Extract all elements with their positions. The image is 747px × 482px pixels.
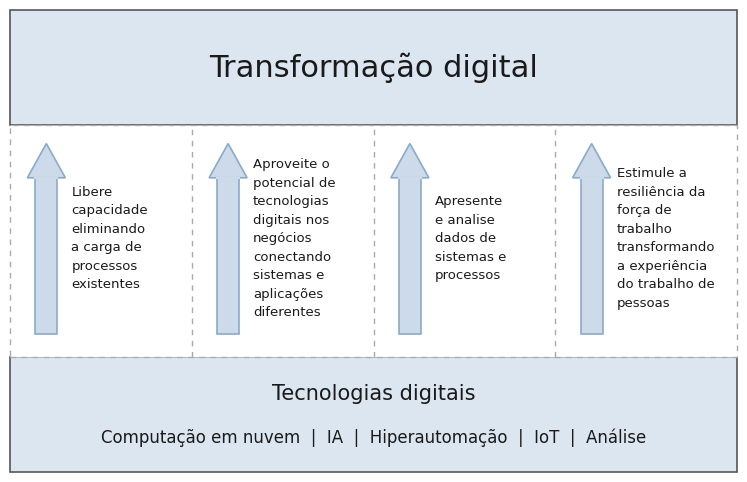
- Polygon shape: [28, 144, 65, 178]
- Bar: [10, 357, 737, 472]
- Text: Computação em nuvem  |  IA  |  Hiperautomação  |  IoT  |  Análise: Computação em nuvem | IA | Hiperautomaçã…: [101, 428, 646, 447]
- Text: Estimule a
resiliência da
força de
trabalho
transformando
a experiência
do traba: Estimule a resiliência da força de traba…: [616, 167, 715, 310]
- Bar: [10, 125, 737, 357]
- Text: Tecnologias digitais: Tecnologias digitais: [272, 384, 475, 404]
- Text: Apresente
e analise
dados de
sistemas e
processos: Apresente e analise dados de sistemas e …: [435, 195, 506, 282]
- Bar: [399, 178, 421, 334]
- Bar: [580, 178, 603, 334]
- Bar: [35, 178, 58, 334]
- Bar: [10, 10, 737, 125]
- Text: Libere
capacidade
eliminando
a carga de
processos
existentes: Libere capacidade eliminando a carga de …: [72, 186, 148, 292]
- Text: Aproveite o
potencial de
tecnologias
digitais nos
negócios
conectando
sistemas e: Aproveite o potencial de tecnologias dig…: [253, 158, 335, 319]
- Bar: [217, 178, 239, 334]
- Polygon shape: [573, 144, 610, 178]
- Polygon shape: [209, 144, 247, 178]
- Text: Transformação digital: Transformação digital: [209, 53, 538, 82]
- Polygon shape: [391, 144, 429, 178]
